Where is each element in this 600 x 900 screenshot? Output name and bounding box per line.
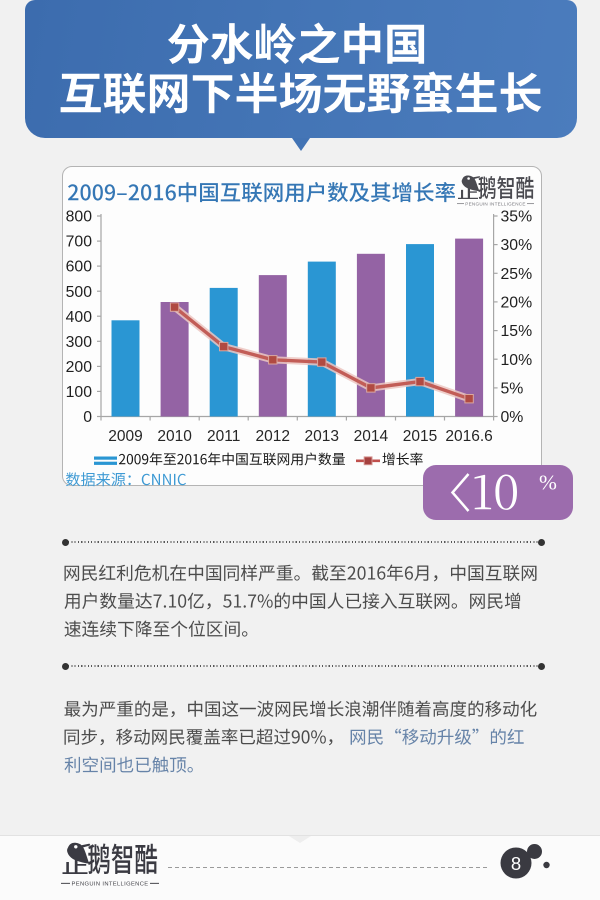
svg-text:%: % bbox=[539, 471, 557, 495]
svg-text:2015: 2015 bbox=[403, 428, 437, 445]
svg-text:35%: 35% bbox=[501, 209, 533, 226]
svg-text:2013: 2013 bbox=[305, 428, 339, 445]
svg-text:2009: 2009 bbox=[108, 428, 142, 445]
svg-text:100: 100 bbox=[66, 384, 93, 401]
svg-text:25%: 25% bbox=[501, 266, 533, 283]
svg-text:PENGUIN INTELLIGENCE: PENGUIN INTELLIGENCE bbox=[72, 881, 149, 887]
svg-text:2014: 2014 bbox=[354, 428, 389, 445]
svg-text:PENGUIN INTELLIGENCE: PENGUIN INTELLIGENCE bbox=[465, 201, 525, 206]
svg-text:300: 300 bbox=[66, 334, 93, 351]
svg-text:2010: 2010 bbox=[157, 428, 192, 445]
svg-text:2012: 2012 bbox=[256, 428, 290, 445]
svg-text:10%: 10% bbox=[501, 352, 533, 369]
svg-text:30%: 30% bbox=[501, 237, 533, 254]
svg-text:2016.6: 2016.6 bbox=[445, 428, 492, 445]
svg-text:8: 8 bbox=[511, 853, 521, 874]
svg-text:0%: 0% bbox=[501, 409, 524, 426]
svg-text:500: 500 bbox=[66, 284, 93, 301]
svg-text:20%: 20% bbox=[501, 295, 533, 312]
svg-text:15%: 15% bbox=[501, 323, 533, 340]
svg-text:5%: 5% bbox=[501, 381, 524, 398]
svg-text:400: 400 bbox=[66, 309, 93, 326]
svg-text:700: 700 bbox=[66, 234, 93, 251]
svg-text:200: 200 bbox=[66, 359, 93, 376]
svg-text:600: 600 bbox=[66, 259, 93, 276]
svg-text:2011: 2011 bbox=[207, 428, 240, 445]
svg-text:0: 0 bbox=[83, 409, 92, 426]
svg-text:800: 800 bbox=[66, 209, 93, 226]
